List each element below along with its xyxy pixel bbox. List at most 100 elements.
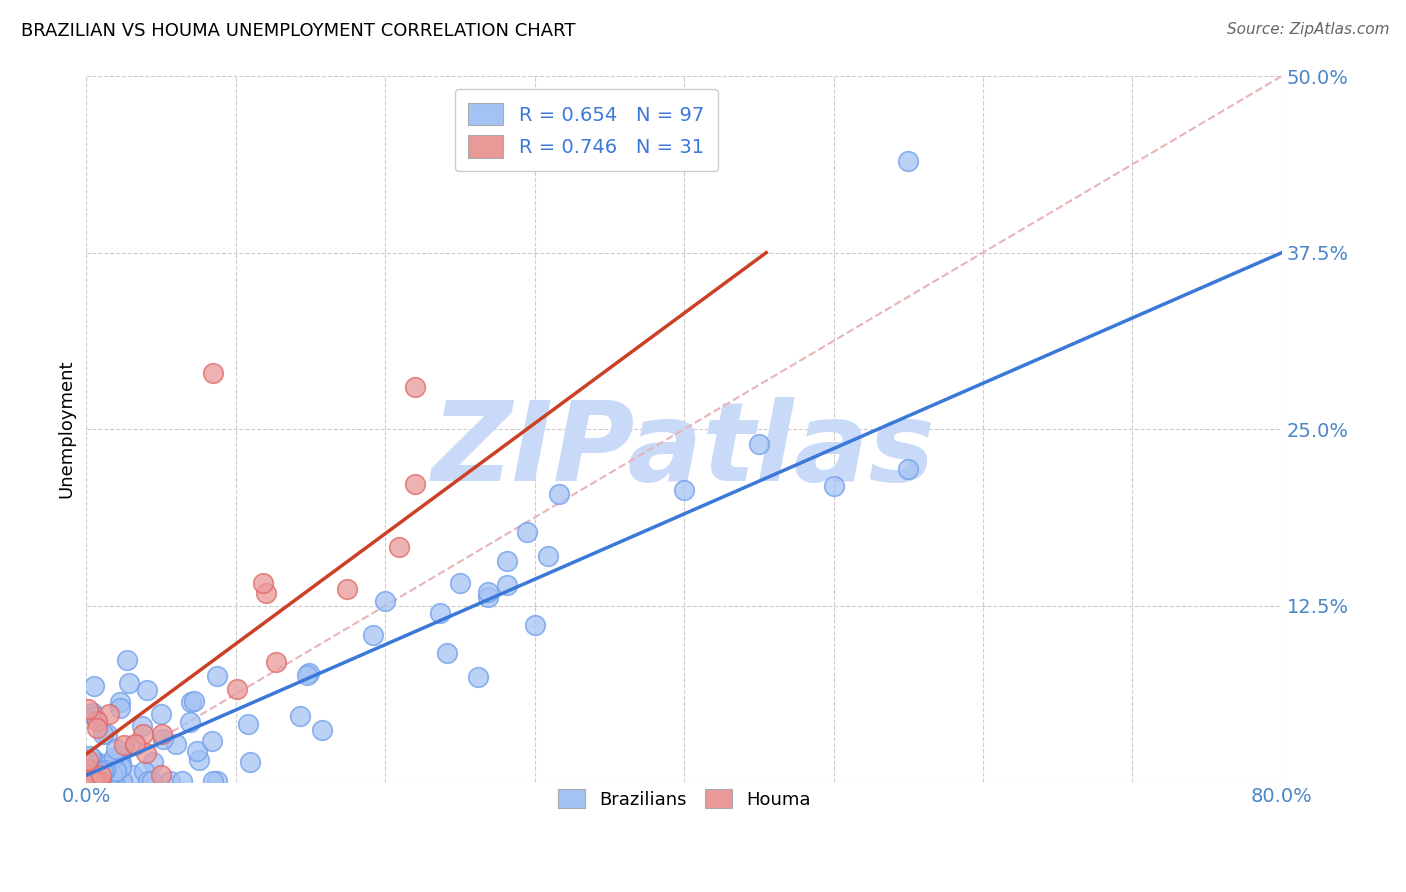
- Point: [76, 753, 98, 767]
- Point: [83, 774, 105, 789]
- Point: [239, 755, 262, 769]
- Point: [226, 681, 249, 696]
- Point: [89, 774, 111, 789]
- Point: [77, 774, 100, 789]
- Point: [150, 707, 173, 722]
- Point: [82, 706, 104, 721]
- Point: [76, 771, 98, 785]
- Point: [82, 774, 104, 789]
- Point: [201, 734, 224, 748]
- Point: [103, 774, 125, 789]
- Point: [183, 694, 205, 708]
- Point: [477, 585, 499, 599]
- Point: [361, 628, 384, 642]
- Point: [82, 774, 104, 789]
- Point: [404, 380, 426, 394]
- Point: [89, 765, 111, 780]
- Point: [82, 774, 104, 789]
- Point: [77, 774, 100, 789]
- Point: [110, 695, 132, 709]
- Point: [187, 753, 209, 767]
- Point: [254, 585, 277, 599]
- Point: [87, 774, 110, 789]
- Point: [79, 756, 101, 771]
- Point: [98, 774, 121, 789]
- Point: [77, 774, 100, 789]
- Point: [159, 774, 181, 789]
- Point: [77, 762, 100, 776]
- Point: [477, 590, 499, 604]
- Point: [467, 670, 489, 684]
- Point: [91, 727, 114, 741]
- Point: [516, 524, 538, 539]
- Point: [374, 594, 396, 608]
- Point: [97, 758, 120, 772]
- Point: [111, 774, 134, 789]
- Point: [295, 668, 318, 682]
- Point: [748, 436, 770, 450]
- Point: [238, 717, 260, 731]
- Point: [429, 606, 451, 620]
- Point: [264, 656, 287, 670]
- Point: [124, 737, 146, 751]
- Point: [77, 774, 100, 789]
- Point: [83, 774, 105, 789]
- Point: [103, 774, 125, 789]
- Point: [90, 774, 112, 789]
- Point: [165, 737, 187, 751]
- Point: [90, 768, 112, 782]
- Point: [86, 768, 108, 782]
- Point: [84, 774, 107, 789]
- Point: [96, 727, 118, 741]
- Point: [89, 774, 111, 789]
- Point: [436, 646, 458, 660]
- Point: [79, 749, 101, 764]
- Point: [103, 750, 125, 764]
- Point: [80, 774, 103, 789]
- Point: [132, 764, 155, 778]
- Point: [897, 461, 920, 475]
- Point: [86, 722, 108, 736]
- Point: [93, 763, 115, 777]
- Point: [495, 578, 517, 592]
- Point: [89, 774, 111, 789]
- Point: [823, 479, 845, 493]
- Point: [298, 665, 321, 680]
- Point: [186, 744, 208, 758]
- Point: [179, 714, 201, 729]
- Legend: Brazilians, Houma: Brazilians, Houma: [550, 782, 818, 815]
- Point: [336, 582, 359, 596]
- Point: [202, 366, 225, 380]
- Point: [82, 774, 104, 789]
- Point: [104, 742, 127, 756]
- Point: [404, 476, 426, 491]
- Point: [132, 727, 155, 741]
- Point: [76, 702, 98, 716]
- Point: [142, 755, 165, 769]
- Point: [108, 747, 131, 762]
- Point: [91, 765, 114, 780]
- Point: [124, 738, 146, 752]
- Point: [76, 774, 98, 789]
- Point: [201, 774, 224, 789]
- Point: [97, 707, 120, 722]
- Point: [252, 576, 274, 591]
- Point: [89, 756, 111, 770]
- Point: [449, 576, 471, 591]
- Point: [84, 774, 107, 789]
- Point: [101, 767, 124, 781]
- Point: [83, 774, 105, 789]
- Point: [135, 682, 157, 697]
- Point: [150, 727, 173, 741]
- Point: [311, 723, 333, 738]
- Point: [136, 774, 159, 789]
- Point: [83, 774, 105, 789]
- Point: [290, 709, 312, 723]
- Point: [110, 756, 132, 771]
- Point: [388, 540, 411, 554]
- Point: [80, 762, 103, 776]
- Point: [135, 746, 157, 760]
- Point: [121, 767, 143, 781]
- Point: [496, 554, 519, 568]
- Point: [897, 153, 920, 168]
